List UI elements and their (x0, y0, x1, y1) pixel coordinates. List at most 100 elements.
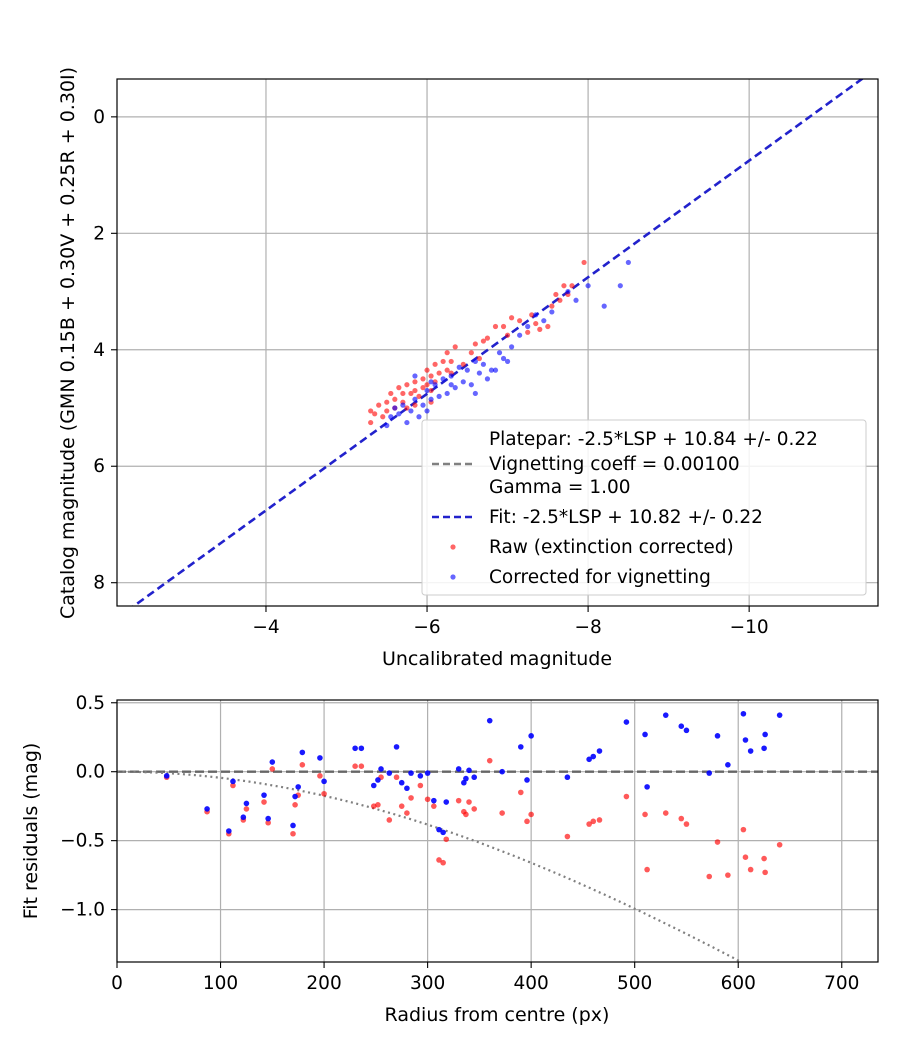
corrected-residual-point (499, 768, 505, 775)
corrected-point (472, 390, 478, 397)
corrected-residual-point (564, 774, 571, 781)
bottom-plot-frame (116, 699, 879, 963)
raw-residual-point (706, 873, 713, 880)
raw-point (545, 323, 551, 330)
raw-residual-point (776, 841, 783, 848)
legend-corrected-marker (450, 574, 456, 580)
corrected-point (468, 382, 474, 388)
raw-point (396, 385, 402, 391)
corrected-residual-point (776, 712, 783, 718)
corrected-point (440, 376, 446, 382)
bottom-x-tick-label: 700 (824, 973, 859, 994)
bottom-x-ticks: 0 100 200 300 400 500 600 700 (111, 962, 859, 994)
raw-residual-point (596, 817, 603, 823)
raw-residual-point (398, 803, 405, 809)
raw-point (412, 387, 418, 394)
corrected-point (585, 283, 591, 289)
corrected-residual-point (714, 733, 721, 739)
corrected-residual-point (642, 731, 648, 738)
corrected-residual-point (431, 797, 437, 804)
raw-point (492, 323, 499, 330)
top-points-layer (368, 259, 631, 429)
corrected-residual-point (436, 826, 442, 833)
corrected-residual-point (740, 710, 747, 717)
bottom-points-layer (163, 710, 783, 880)
bottom-y-axis-label: Fit residuals (mag) (20, 743, 42, 920)
corrected-point (408, 408, 414, 414)
raw-point (372, 411, 378, 417)
raw-residual-point (742, 854, 749, 860)
corrected-residual-point (295, 784, 301, 790)
corrected-point (392, 405, 398, 411)
raw-point (400, 390, 406, 397)
corrected-point (424, 387, 430, 394)
legend: Platepar: -2.5*LSP + 10.84 +/- 0.22 Vign… (421, 419, 867, 596)
corrected-point (388, 414, 394, 420)
corrected-residual-point (424, 770, 431, 776)
raw-residual-point (292, 802, 298, 808)
raw-residual-point (265, 819, 271, 826)
corrected-point (500, 355, 507, 362)
corrected-point (472, 358, 478, 365)
corrected-point (601, 303, 607, 309)
corrected-residual-point (662, 712, 669, 718)
legend-raw-marker (450, 544, 456, 550)
raw-point (444, 367, 450, 373)
corrected-residual-point (321, 778, 327, 785)
raw-point (508, 315, 515, 321)
corrected-residual-point (706, 770, 713, 776)
raw-residual-point (714, 839, 721, 845)
corrected-point (424, 408, 430, 414)
legend-entry-platepar: Platepar: -2.5*LSP + 10.84 +/- 0.22 (489, 429, 818, 450)
raw-point (388, 390, 394, 397)
raw-point (452, 344, 458, 350)
corrected-residual-point (269, 759, 276, 765)
raw-residual-point (243, 806, 250, 812)
raw-point (384, 399, 390, 405)
corrected-residual-point (243, 800, 250, 807)
corrected-residual-point (299, 749, 306, 756)
corrected-point (565, 288, 571, 295)
corrected-residual-point (265, 815, 271, 822)
raw-point (581, 259, 587, 266)
raw-residual-point (386, 817, 393, 823)
raw-residual-point (623, 793, 630, 800)
bottom-x-tick-label: 200 (306, 973, 341, 994)
raw-point (416, 393, 422, 399)
raw-residual-point (424, 796, 431, 803)
corrected-residual-point (463, 775, 469, 782)
corrected-point (416, 414, 422, 420)
corrected-residual-point (408, 770, 414, 776)
corrected-point (625, 259, 631, 266)
raw-point (368, 419, 374, 426)
corrected-residual-point (586, 756, 592, 763)
raw-residual-point (408, 795, 414, 801)
bottom-lines-layer (117, 770, 878, 962)
bottom-x-tick-label: 400 (513, 973, 548, 994)
corrected-point (412, 396, 418, 402)
raw-residual-point (678, 815, 685, 822)
corrected-point (517, 332, 523, 338)
raw-point (549, 303, 555, 309)
top-x-ticks: −4 −6 −8 −10 (252, 606, 769, 638)
raw-residual-point (269, 766, 276, 772)
corrected-residual-point (386, 770, 393, 776)
corrected-point (400, 402, 406, 408)
corrected-residual-point (683, 727, 690, 734)
corrected-residual-point (404, 785, 410, 792)
corrected-residual-point (204, 806, 210, 812)
fit-line (131, 79, 865, 606)
top-y-tick-label: 0 (93, 107, 105, 128)
raw-point (428, 387, 434, 394)
corrected-point (460, 379, 466, 385)
corrected-point (504, 358, 511, 365)
corrected-residual-point (417, 773, 424, 779)
top-y-tick-label: 4 (93, 340, 105, 361)
raw-residual-point (499, 810, 505, 816)
corrected-point (436, 393, 442, 399)
raw-point (533, 320, 539, 327)
corrected-residual-point (375, 777, 381, 783)
corrected-point (428, 396, 434, 402)
raw-residual-point (417, 782, 424, 789)
